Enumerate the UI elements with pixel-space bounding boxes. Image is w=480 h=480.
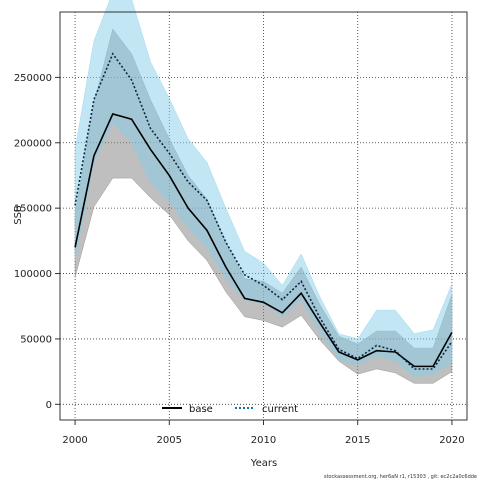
y-tick-label: 100000 <box>14 269 52 280</box>
y-tick-label: 250000 <box>14 73 52 84</box>
y-tick-label: 50000 <box>20 334 52 345</box>
band-current <box>74 0 453 378</box>
confidence-bands <box>74 0 453 384</box>
x-tick-label: 2005 <box>157 435 182 446</box>
y-tick-label: 200000 <box>14 138 52 149</box>
y-tick-label: 0 <box>46 400 52 411</box>
x-tick-label: 2000 <box>62 435 87 446</box>
line-base <box>74 113 453 368</box>
y-tick-label: 150000 <box>14 204 52 215</box>
axis-ticks: 2000 2005 2010 2015 2020 0 50000 100000 150000 20… <box>14 73 465 446</box>
series-lines <box>74 52 453 370</box>
x-tick-label: 2010 <box>251 435 276 446</box>
y-axis-title: SSB <box>13 205 24 225</box>
legend-label-base: base <box>189 404 213 415</box>
footer-credit: stockassessment.org, her6aN r1, r15303 ,… <box>324 474 477 480</box>
legend: base current <box>162 404 298 415</box>
legend-label-current: current <box>262 404 298 415</box>
x-tick-label: 2015 <box>345 435 370 446</box>
x-tick-label: 2020 <box>439 435 464 446</box>
x-axis-title: Years <box>250 458 277 469</box>
